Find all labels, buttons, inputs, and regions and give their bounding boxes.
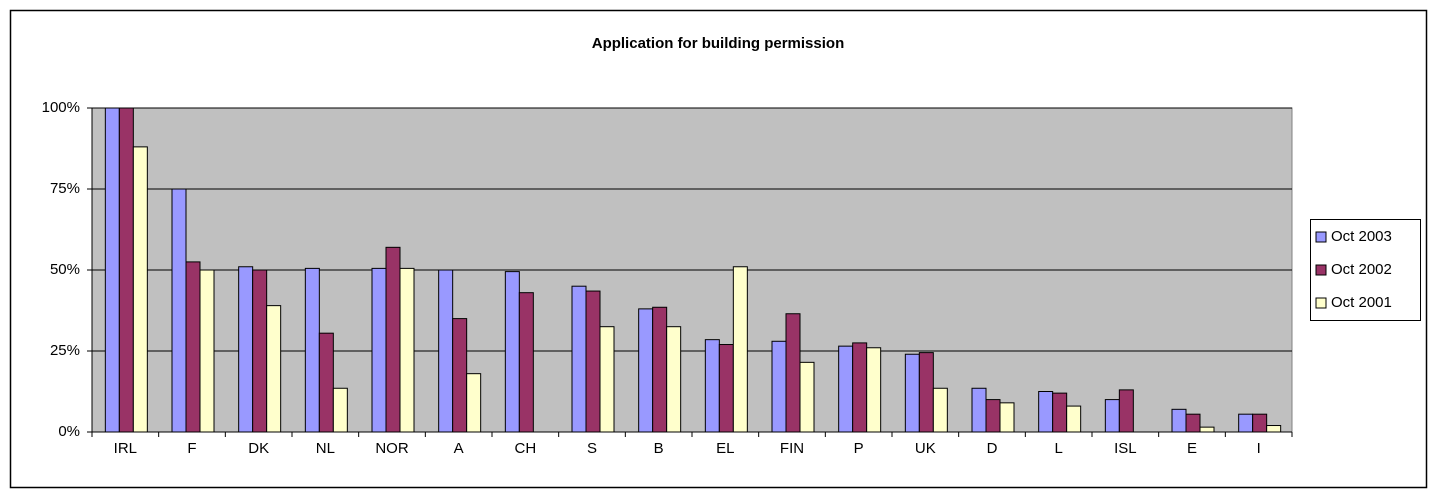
bar — [1171, 408, 1187, 433]
bar — [518, 292, 534, 433]
bar — [1185, 413, 1201, 433]
bar — [466, 373, 482, 433]
bar — [1266, 425, 1282, 433]
x-tick-label: S — [587, 440, 597, 457]
bar — [666, 326, 682, 433]
bar — [785, 313, 801, 433]
legend-label: Oct 2001 — [1331, 294, 1392, 311]
x-tick-label: NL — [316, 440, 335, 457]
x-tick-label: DK — [248, 440, 269, 457]
y-tick-label: 0% — [58, 423, 80, 440]
bar — [985, 399, 1001, 433]
legend-label: Oct 2002 — [1331, 261, 1392, 278]
x-tick-label: CH — [514, 440, 536, 457]
x-tick-label: I — [1257, 440, 1261, 457]
bar — [599, 326, 615, 433]
bar — [1199, 426, 1215, 433]
bar — [585, 290, 601, 433]
bar — [199, 269, 215, 433]
bar — [866, 347, 882, 433]
bar — [399, 267, 415, 433]
bar — [999, 402, 1015, 433]
bar — [385, 246, 401, 433]
bar — [438, 269, 454, 433]
bar — [771, 340, 787, 433]
bar — [104, 107, 120, 433]
bar — [185, 261, 201, 433]
chart-title: Application for building permission — [592, 35, 845, 52]
y-tick-label: 100% — [42, 99, 80, 116]
x-tick-label: UK — [915, 440, 936, 457]
x-tick-label: EL — [716, 440, 734, 457]
bar — [932, 387, 948, 433]
legend-label: Oct 2003 — [1331, 228, 1392, 245]
bar — [1052, 392, 1068, 433]
bar — [638, 308, 654, 433]
x-tick-label: A — [454, 440, 464, 457]
bar — [266, 305, 282, 433]
x-tick-label: F — [187, 440, 196, 457]
legend-swatch — [1315, 264, 1327, 276]
bar — [238, 266, 254, 433]
bar — [252, 269, 268, 433]
x-tick-label: B — [654, 440, 664, 457]
bar — [904, 353, 920, 433]
bar — [371, 267, 387, 433]
bar — [332, 387, 348, 433]
bar — [971, 387, 987, 433]
x-tick-label: IRL — [114, 440, 137, 457]
x-tick-label: NOR — [375, 440, 409, 457]
bar — [838, 345, 854, 433]
bar — [571, 285, 587, 433]
bar — [652, 306, 668, 433]
bar — [452, 318, 468, 433]
bar — [918, 352, 934, 433]
bar — [171, 188, 187, 433]
bar — [504, 271, 520, 433]
bar — [732, 266, 748, 433]
x-tick-label: FIN — [780, 440, 804, 457]
bar — [304, 267, 320, 433]
legend-swatch — [1315, 297, 1327, 309]
bar — [1038, 391, 1054, 433]
bar — [1066, 405, 1082, 433]
y-tick-label: 50% — [50, 261, 80, 278]
y-tick-label: 25% — [50, 342, 80, 359]
y-tick-label: 75% — [50, 180, 80, 197]
bar — [1252, 413, 1268, 433]
x-tick-label: ISL — [1114, 440, 1137, 457]
bar — [118, 107, 134, 433]
bar — [132, 146, 148, 433]
bar — [318, 332, 334, 433]
bar — [1104, 399, 1120, 433]
x-tick-label: L — [1054, 440, 1062, 457]
legend-swatch — [1315, 231, 1327, 243]
bar — [718, 344, 734, 433]
x-tick-label: P — [854, 440, 864, 457]
bar — [852, 342, 868, 433]
bar — [1238, 413, 1254, 433]
x-tick-label: D — [987, 440, 998, 457]
bar — [704, 339, 720, 433]
bar — [1118, 389, 1134, 433]
bar — [799, 361, 815, 433]
legend — [1310, 219, 1421, 321]
x-tick-label: E — [1187, 440, 1197, 457]
